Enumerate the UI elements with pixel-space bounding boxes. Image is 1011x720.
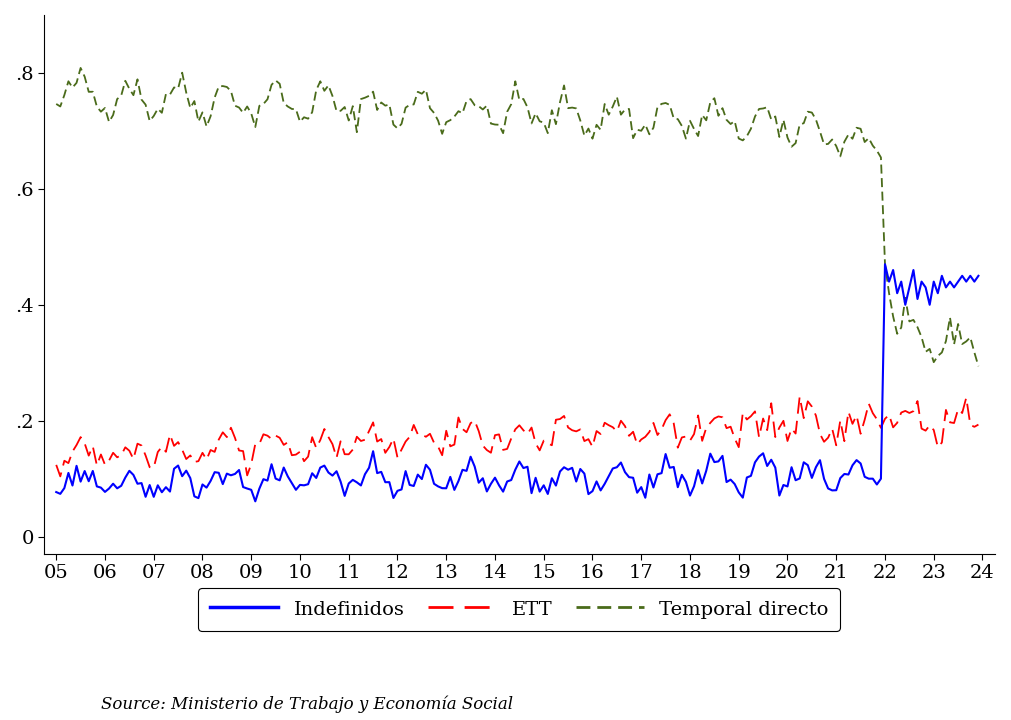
Legend: Indefinidos, ETT, Temporal directo: Indefinidos, ETT, Temporal directo [198, 588, 839, 631]
Text: Source: Ministerio de Trabajo y Economía Social: Source: Ministerio de Trabajo y Economía… [101, 696, 513, 713]
